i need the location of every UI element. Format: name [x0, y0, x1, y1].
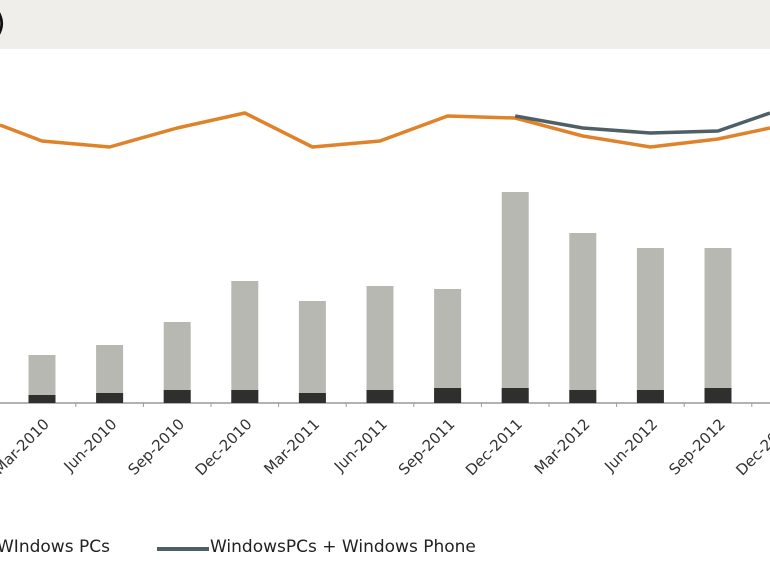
line-windows-pcs [0, 111, 770, 149]
bar-base [96, 393, 124, 403]
x-tick-label: Dec-2012 [732, 415, 770, 479]
bar-total [501, 192, 529, 403]
x-tick-label: Mar-2010 [0, 415, 53, 478]
x-tick-label: Sep-2012 [665, 415, 729, 479]
bar-total [569, 233, 597, 403]
bar-total [704, 248, 732, 403]
bar-base [636, 390, 664, 403]
chart-title-bar: ) [0, 0, 770, 49]
bar-total [434, 289, 462, 403]
x-tick-label: Dec-2011 [462, 415, 526, 479]
bar-base [298, 393, 326, 403]
x-tick-label: Jun-2012 [600, 415, 661, 476]
line-windows-pcs-phone [514, 111, 770, 135]
bar-base [501, 388, 529, 403]
bar-total [298, 301, 326, 403]
x-tick-label: Sep-2010 [124, 415, 188, 479]
x-tick-label: Sep-2011 [395, 415, 459, 479]
bar-base [231, 390, 259, 403]
x-tick-label: Mar-2011 [260, 415, 323, 478]
legend-swatch-windows-pcs-phone [157, 547, 209, 551]
x-tick-label: Jun-2010 [60, 415, 121, 476]
bar-total [163, 322, 191, 403]
x-tick-label: Mar-2012 [531, 415, 594, 478]
bar-base [163, 390, 191, 403]
legend-label-windows-pcs-phone: WindowsPCs + Windows Phone [210, 537, 476, 557]
bar-base [569, 390, 597, 403]
legend-label-windows-pcs: WIndows PCs [0, 537, 110, 557]
bar-total [636, 248, 664, 403]
bar-base [366, 390, 394, 403]
chart-plot: Mar-2010 Jun-2010 Sep-2010 Dec-2010 Mar-2011… [0, 111, 770, 479]
bar-total [231, 281, 259, 403]
bar-base [28, 395, 56, 403]
bar-base [704, 388, 732, 403]
x-tick-label: Dec-2010 [192, 415, 256, 479]
chart-title: ) [0, 6, 6, 41]
bar-total [366, 286, 394, 403]
x-tick-label: Jun-2011 [330, 415, 391, 476]
bar-base [434, 388, 462, 403]
